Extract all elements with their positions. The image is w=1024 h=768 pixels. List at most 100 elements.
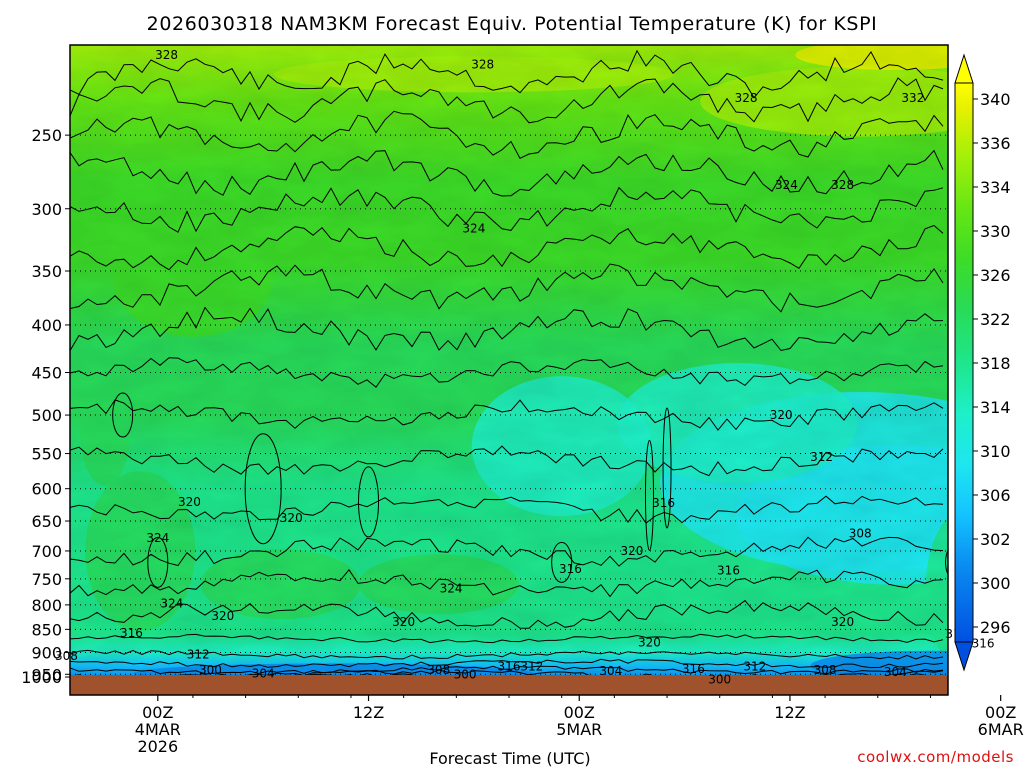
x-tick-label: 5MAR	[556, 720, 602, 739]
contour-label: 308	[814, 663, 837, 677]
colorbar-label: 318	[980, 354, 1011, 373]
contour-line-0	[70, 49, 944, 99]
credit-text[interactable]: coolwx.com/models	[857, 748, 1014, 766]
contour-line-1	[70, 77, 944, 124]
y-tick-label: 800	[31, 596, 62, 615]
contour-label: 320	[211, 609, 234, 623]
x-axis-label: Forecast Time (UTC)	[429, 749, 590, 768]
contour-label: 320	[280, 511, 303, 525]
x-tick-label: 00Z	[564, 703, 595, 722]
contour-line-14	[70, 599, 944, 629]
colorbar-label: 306	[980, 486, 1011, 505]
colorbar-bottom-arrow	[954, 641, 974, 672]
contour-line-8	[70, 357, 944, 388]
contour-line-15	[70, 633, 944, 644]
y-tick-label: 750	[31, 570, 62, 589]
colorbar-top-arrow	[954, 53, 974, 84]
y-tick-label: 550	[31, 445, 62, 464]
colorbar-label: 322	[980, 310, 1011, 329]
field-texture	[70, 45, 948, 695]
contour-label: 320	[392, 615, 415, 629]
contour-label: 316	[682, 662, 705, 676]
y-tick-label: 600	[31, 480, 62, 499]
colorbar-label: 296	[980, 618, 1011, 637]
x-tick-label: 6MAR	[978, 720, 1024, 739]
contour-label: 316	[717, 564, 740, 578]
contour-line-11	[70, 495, 944, 524]
contour-cell-3	[551, 541, 573, 583]
contour-label: 308	[427, 663, 450, 677]
contour-label: 324	[440, 581, 463, 595]
x-tick-label: 12Z	[774, 703, 805, 722]
colorbar-label: 330	[980, 222, 1011, 241]
contour-labels: 328 328 328 332 324 328 324 320 312 320 316 320 308 3…	[55, 48, 995, 686]
colorbar-label: 326	[980, 266, 1011, 285]
y-tick-label: 900	[31, 643, 62, 662]
contour-label: 324	[146, 531, 169, 545]
contour-line-7	[70, 306, 944, 352]
y-tick-label: 400	[31, 316, 62, 335]
contour-label: 304	[599, 664, 622, 678]
contour-cell-0	[112, 392, 134, 438]
contour-label: 320	[770, 408, 793, 422]
colorbar-label: 302	[980, 530, 1011, 549]
contour-line-17	[70, 658, 944, 669]
contour-label: 328	[155, 48, 178, 62]
contour-label: 328	[735, 91, 758, 105]
contour-label: 324	[160, 596, 183, 610]
contour-label: 328	[831, 178, 854, 192]
contour-label: 320	[831, 615, 854, 629]
x-tick-label: 12Z	[353, 703, 384, 722]
contour-line-13	[70, 568, 944, 598]
x-tick-label: 00Z	[142, 703, 173, 722]
colorbar-label: 310	[980, 442, 1011, 461]
y-tick-label: 850	[31, 620, 62, 639]
contour-cell-4	[662, 407, 672, 529]
y-tick-label: 650	[31, 512, 62, 531]
contour-line-2	[70, 110, 944, 159]
contour-line-12	[70, 536, 944, 567]
colorbar-label: 336	[980, 134, 1011, 153]
contour-label: 316	[652, 496, 675, 510]
ground-below-surface	[70, 675, 948, 695]
contour-label: 320	[620, 544, 643, 558]
contour-label: 316	[559, 562, 582, 576]
x-tick-label: 00Z	[985, 703, 1016, 722]
plot-area	[70, 45, 948, 695]
contour-line-4	[70, 186, 944, 233]
y-tick-label: 1000	[21, 668, 62, 687]
colorbar: 340 336 334 330 326 322 318 314 310 306 302 300 296	[954, 53, 1011, 672]
colorbar-label: 340	[980, 90, 1011, 109]
contour-label: 304	[252, 666, 275, 680]
contour-label: 320	[178, 495, 201, 509]
contour-cell-7	[147, 536, 169, 588]
contour-line-9	[70, 399, 944, 431]
y-tick-label: 350	[31, 262, 62, 281]
contour-cell-6	[945, 549, 948, 576]
contour-label: 312	[743, 660, 766, 674]
y-tick-label: 450	[31, 364, 62, 383]
contour-label: 312	[187, 648, 210, 662]
contour-cell-2	[358, 466, 380, 538]
y-tick-label: 500	[31, 406, 62, 425]
colorbar-body	[954, 82, 974, 643]
contour-line-3	[70, 149, 944, 197]
contour-label: 300	[708, 672, 731, 686]
y-tick-label: 300	[31, 200, 62, 219]
contour-line-5	[70, 224, 944, 271]
contour-label: 312	[810, 450, 833, 464]
contour-label: 316	[120, 626, 143, 640]
y-tick-label: 250	[31, 126, 62, 145]
contour-line-6	[70, 263, 944, 313]
contour-line-18	[70, 665, 944, 675]
x-tick-label: 2026	[137, 737, 178, 756]
colorbar-label: 300	[980, 574, 1011, 593]
contour-label: 304	[884, 665, 907, 679]
colorbar-label: 314	[980, 398, 1011, 417]
contour-label: 308	[55, 649, 78, 663]
contour-label: 312	[520, 660, 543, 674]
contour-label: 308	[849, 526, 872, 540]
